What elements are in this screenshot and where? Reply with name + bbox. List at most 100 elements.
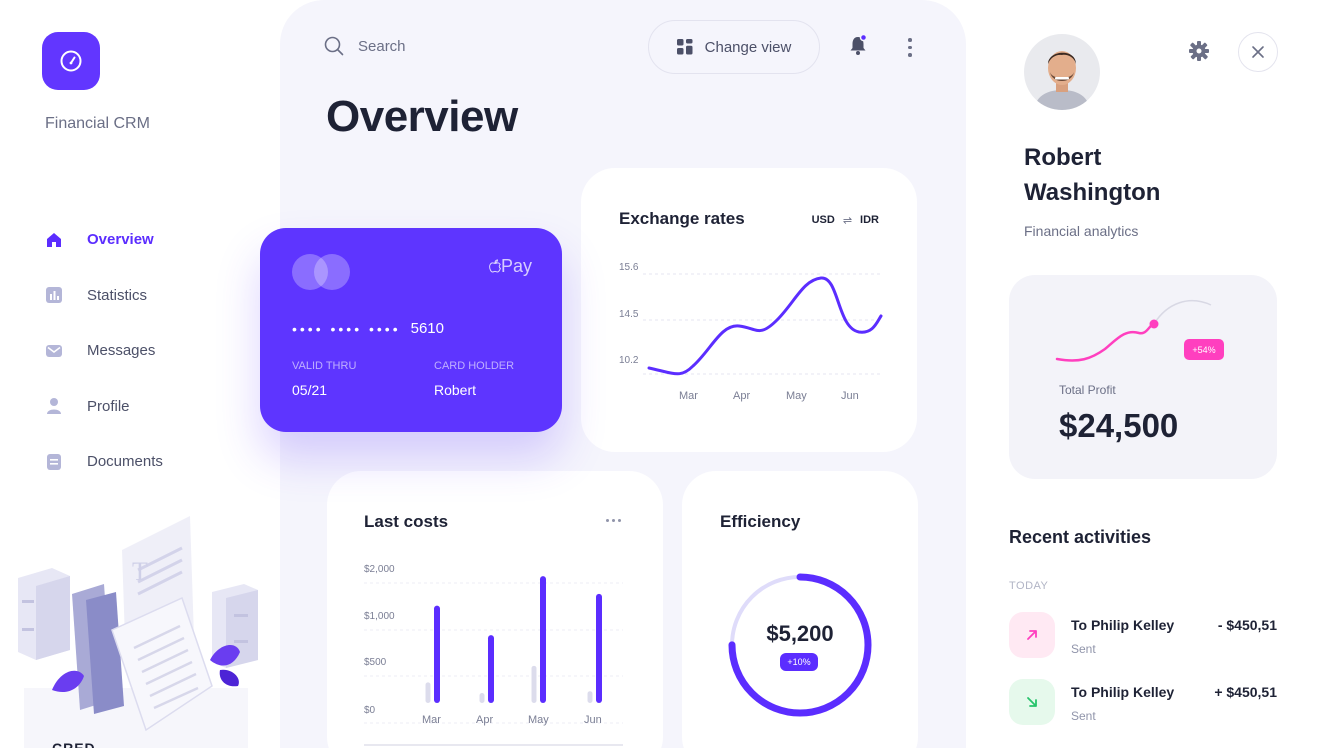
x-tick-label: Apr (733, 390, 751, 402)
user-icon (45, 397, 63, 415)
exchange-rates-panel: Exchange rates USD ⇌ IDR 15.6 14.5 10.2 … (581, 168, 917, 452)
card-holder-value: Robert (434, 382, 477, 398)
activity-amount: + $450,51 (1214, 684, 1277, 700)
arrow-up-right-icon (1009, 612, 1055, 658)
more-options-icon[interactable] (906, 38, 914, 57)
sidebar-item-label: Documents (87, 453, 163, 471)
profit-growth-badge: +54% (1184, 339, 1224, 360)
search-icon (324, 36, 344, 56)
cost-bar-secondary (531, 665, 537, 703)
activity-name: To Philip Kelley (1071, 684, 1175, 700)
change-view-button[interactable]: Change view (648, 20, 820, 74)
x-tick-label: Apr (476, 714, 494, 726)
sidebar: Financial CRM Overview Statistics Messag… (0, 0, 280, 748)
y-tick-label: 10.2 (619, 355, 639, 366)
cost-bar-primary (540, 576, 546, 703)
sidebar-item-overview[interactable]: Overview (45, 212, 163, 268)
card-holder-label: CARD HOLDER (434, 360, 515, 372)
swap-icon: ⇌ (842, 215, 853, 227)
currency-from: USD (811, 214, 835, 226)
x-tick-label: Jun (841, 390, 859, 402)
sidebar-item-label: Statistics (87, 286, 148, 304)
y-tick-label: $1,000 (364, 611, 395, 622)
efficiency-ring-progress (728, 573, 872, 717)
x-tick-label: Jun (584, 714, 602, 726)
pay-label: Pay (500, 256, 532, 276)
card-number: •••• •••• •••• 5610 (292, 320, 444, 337)
avatar[interactable] (1024, 34, 1100, 110)
bar-chart-icon (45, 286, 63, 304)
sidebar-item-profile[interactable]: Profile (45, 379, 163, 435)
costs-bar-chart (364, 576, 623, 746)
activity-status: Sent (1071, 709, 1096, 723)
activity-status: Sent (1071, 642, 1096, 656)
mail-icon (45, 342, 63, 360)
close-icon (1252, 46, 1264, 58)
more-options-icon[interactable] (606, 519, 621, 522)
y-tick-label: 15.6 (619, 262, 639, 273)
app-logo[interactable] (42, 32, 100, 90)
cost-bar-primary (488, 635, 494, 703)
grid-icon (676, 39, 693, 55)
sidebar-item-documents[interactable]: Documents (45, 434, 163, 490)
activity-name: To Philip Kelley (1071, 617, 1175, 633)
profile-panel: Robert Washington Financial analytics +5… (966, 0, 1320, 748)
svg-text:T: T (132, 557, 148, 586)
credit-card[interactable]: Pay •••• •••• •••• 5610 VALID THRU 05/21… (260, 228, 562, 432)
card-brand-logo (292, 254, 352, 290)
exchange-rate-chart (643, 273, 883, 376)
profit-trend-point (1149, 319, 1159, 329)
recent-activities-title: Recent activities (1009, 527, 1152, 547)
sidebar-item-label: Overview (87, 231, 154, 249)
valid-thru-label: VALID THRU (292, 360, 357, 372)
x-tick-label: May (786, 390, 807, 402)
card-number-masked: •••• •••• •••• (292, 320, 401, 337)
apple-pay-logo: Pay (489, 256, 532, 277)
sidebar-item-statistics[interactable]: Statistics (45, 268, 163, 324)
valid-thru-value: 05/21 (292, 382, 328, 398)
x-tick-label: Mar (679, 390, 698, 402)
efficiency-panel: Efficiency $5,200 +10% (682, 471, 918, 748)
document-icon (45, 453, 63, 471)
efficiency-value: $5,200 (766, 621, 834, 646)
user-name: Robert Washington (1024, 144, 1161, 206)
profit-trend-line (1055, 322, 1156, 362)
activity-item[interactable]: To Philip Kelley Sent - $450,51 (1009, 612, 1281, 662)
home-icon (45, 231, 63, 249)
activity-item[interactable]: To Philip Kelley Sent + $450,51 (1009, 679, 1281, 729)
sidebar-item-messages[interactable]: Messages (45, 323, 163, 379)
exchange-rate-line (647, 276, 883, 376)
sidebar-item-label: Profile (87, 397, 130, 415)
card-number-last4: 5610 (410, 320, 444, 337)
profit-trend-chart (1055, 300, 1212, 362)
activity-amount: - $450,51 (1217, 617, 1277, 633)
search-placeholder: Search (358, 37, 406, 55)
user-role: Financial analytics (1024, 223, 1139, 239)
sidebar-item-label: Messages (87, 342, 156, 360)
profit-trend-projection (1153, 300, 1212, 325)
last-costs-title: Last costs (364, 512, 449, 531)
currency-pair[interactable]: USD ⇌ IDR (812, 214, 879, 227)
cost-bar-secondary (479, 692, 485, 703)
y-tick-label: 14.5 (619, 309, 639, 320)
y-tick-label: $0 (364, 705, 376, 716)
cost-bar-secondary (425, 682, 431, 703)
documents-illustration: T (18, 516, 258, 732)
y-tick-label: $500 (364, 657, 387, 668)
settings-gear-icon[interactable] (1188, 40, 1210, 67)
x-tick-label: Mar (422, 714, 441, 726)
total-profit-value: $24,500 (1059, 407, 1179, 444)
efficiency-badge: +10% (780, 653, 818, 671)
total-profit-label: Total Profit (1059, 383, 1116, 397)
activity-group-label: TODAY (1009, 580, 1049, 592)
cost-bar-primary (434, 605, 440, 703)
notification-bell-icon[interactable] (848, 33, 868, 61)
close-button[interactable] (1238, 32, 1278, 72)
sidebar-nav: Overview Statistics Messages Profile Doc… (45, 212, 163, 490)
change-view-label: Change view (704, 38, 792, 56)
apple-icon (489, 259, 501, 273)
x-tick-label: May (528, 714, 549, 726)
arrow-down-right-icon (1009, 679, 1055, 725)
search-input[interactable]: Search (324, 36, 406, 56)
total-profit-card: +54% Total Profit $24,500 (1009, 275, 1277, 479)
